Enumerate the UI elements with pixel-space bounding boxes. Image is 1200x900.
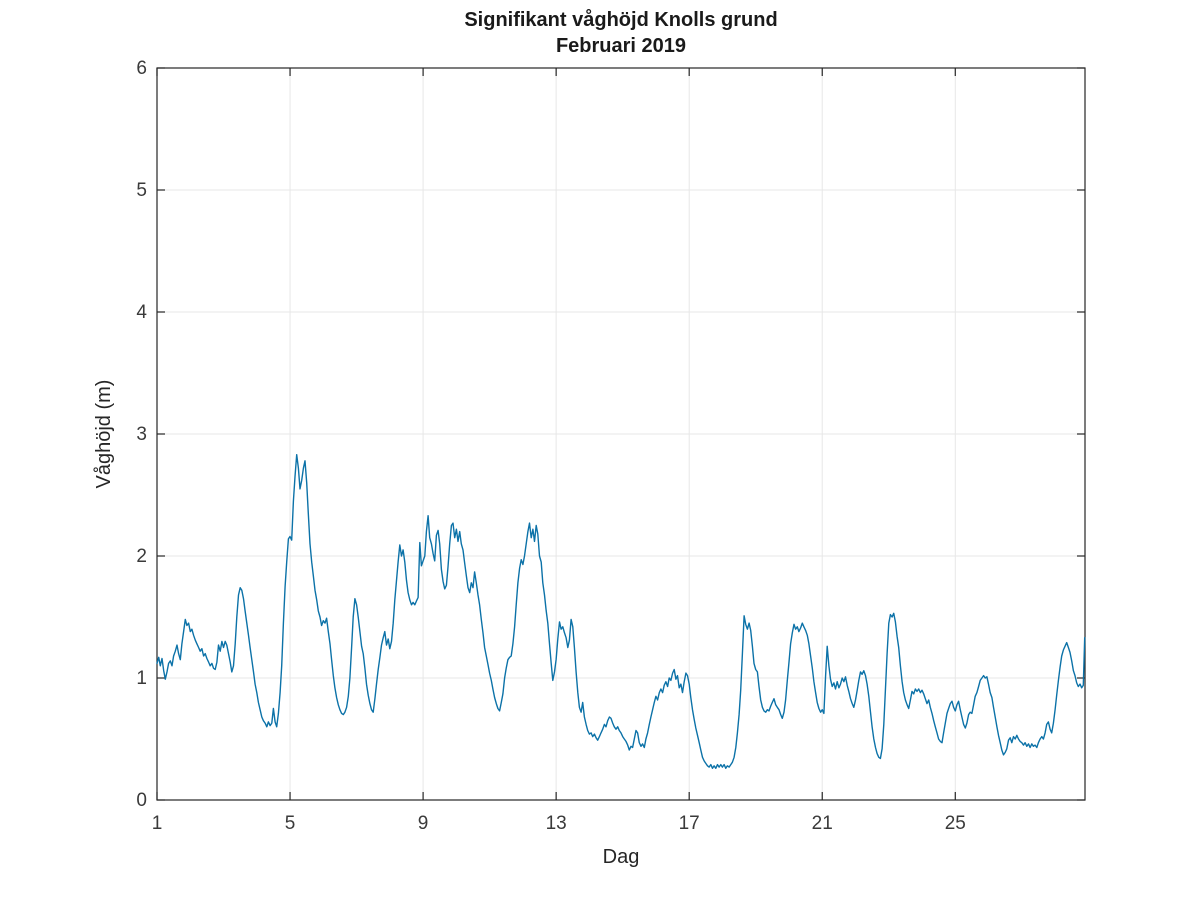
x-tick-label: 5 <box>285 813 296 834</box>
x-tick-label: 17 <box>679 813 700 834</box>
plot-border <box>156 67 1086 801</box>
y-axis-label: Våghöjd (m) <box>93 380 115 489</box>
y-tick-label: 0 <box>136 790 147 811</box>
y-tick-label: 3 <box>136 424 147 445</box>
x-tick-label: 1 <box>152 813 163 834</box>
x-tick-labels: 1 5 9 13 17 21 25 <box>152 813 966 834</box>
y-tick-label: 2 <box>136 546 147 567</box>
y-tick-label: 4 <box>136 302 147 323</box>
y-tick-label: 5 <box>136 180 147 201</box>
x-tick-label: 25 <box>945 813 966 834</box>
grid-lines <box>156 68 1085 800</box>
chart-title: Signifikant våghöjd Knolls grund <box>464 8 777 31</box>
x-tick-label: 13 <box>546 813 567 834</box>
y-tick-label: 1 <box>136 668 147 689</box>
x-tick-label: 9 <box>418 813 429 834</box>
y-tick-labels: 0 1 2 3 4 5 6 <box>136 58 147 811</box>
x-tick-label: 21 <box>812 813 833 834</box>
chart-subtitle: Februari 2019 <box>556 35 686 57</box>
x-axis-label: Dag <box>603 846 640 868</box>
y-tick-label: 6 <box>136 58 147 79</box>
wave-height-line <box>156 454 1086 769</box>
